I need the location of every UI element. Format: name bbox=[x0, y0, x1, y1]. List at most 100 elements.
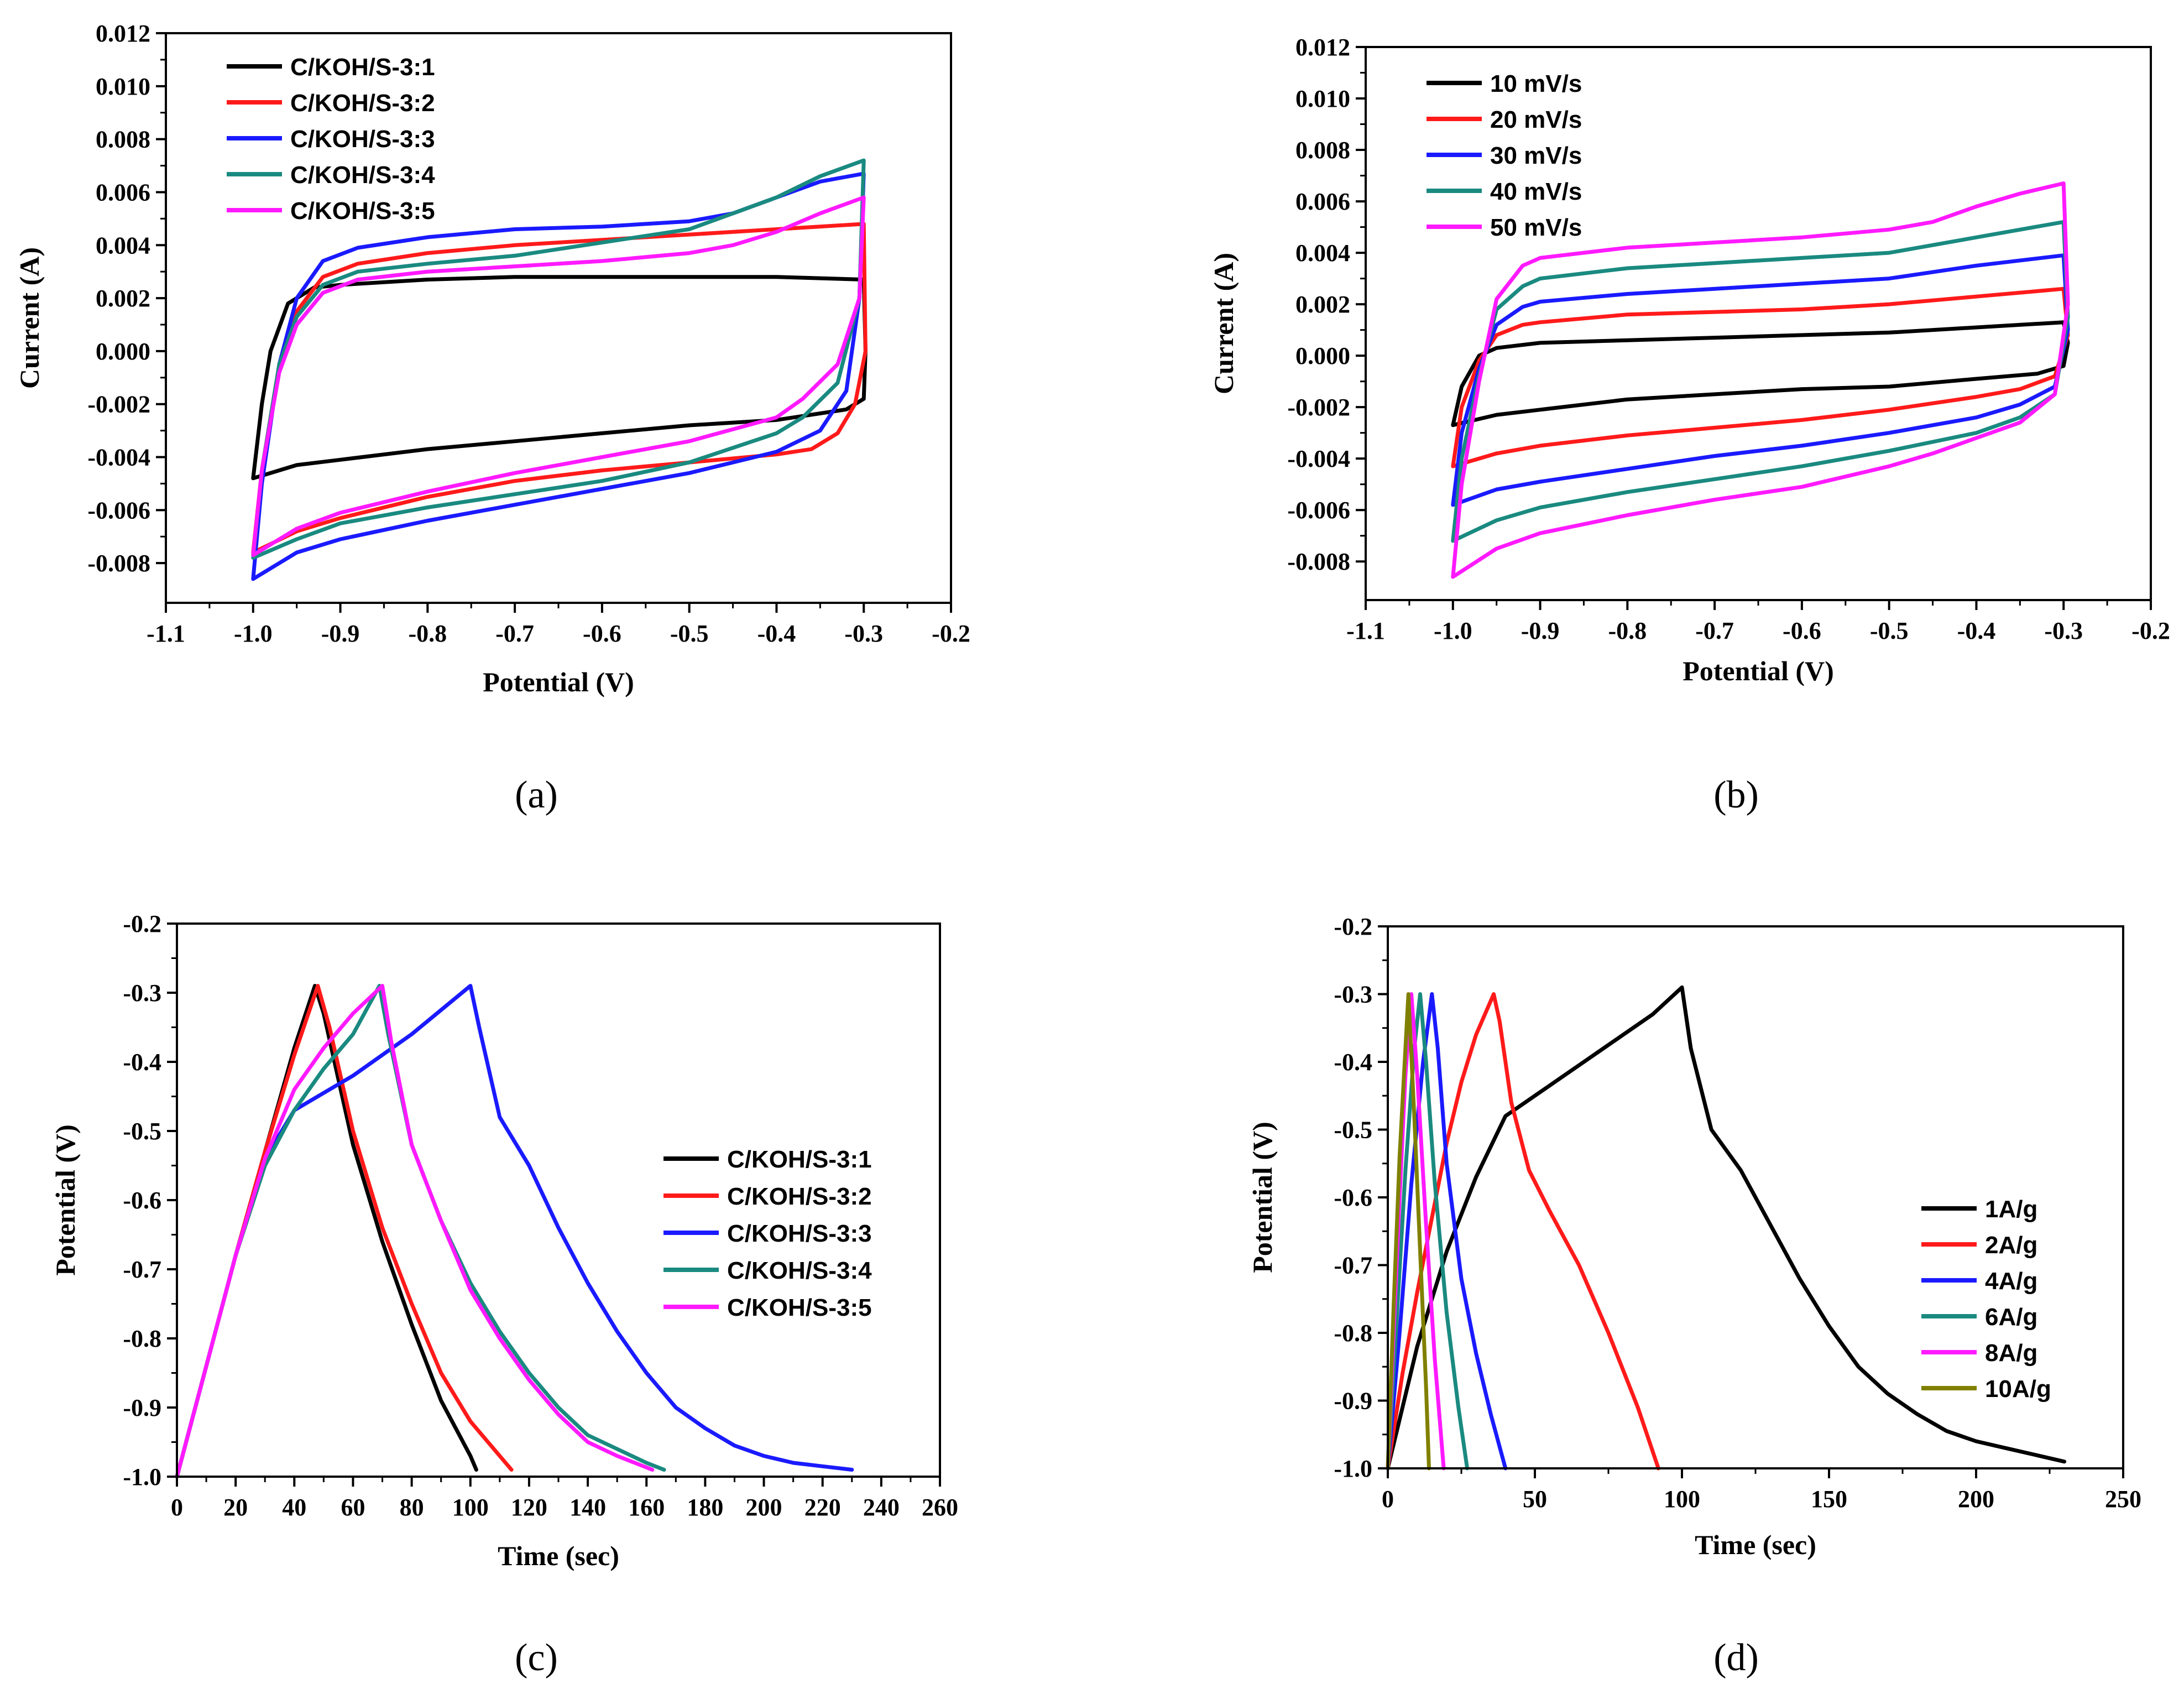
x-tick-label: 60 bbox=[341, 1494, 365, 1521]
panel-b: -1.1 -1.0 -0.9 -0.8 -0.7 -0.6 -0.5 -0.4 -0.3 -0.2… bbox=[1208, 34, 2170, 816]
x-tick-label: -0.3 bbox=[2044, 617, 2083, 644]
y-tick-label: -0.004 bbox=[1287, 445, 1350, 472]
x-tick-label: -1.0 bbox=[234, 620, 273, 647]
y-axis-label: Potential (V) bbox=[1247, 1122, 1278, 1273]
legend-label: 10 mV/s bbox=[1490, 70, 1582, 97]
y-tick-label: -0.006 bbox=[1287, 497, 1350, 524]
y-tick-label: -0.008 bbox=[1287, 548, 1350, 575]
legend-label: 40 mV/s bbox=[1490, 178, 1582, 205]
x-tick-label: 160 bbox=[628, 1494, 665, 1521]
y-tick-label: 0.002 bbox=[96, 285, 150, 312]
x-tick-label: 120 bbox=[511, 1494, 547, 1521]
legend-label: C/KOH/S-3:3 bbox=[290, 126, 435, 153]
x-tick-label: 80 bbox=[400, 1494, 424, 1521]
y-tick-label: 0.002 bbox=[1295, 291, 1350, 318]
panel-caption: (c) bbox=[515, 1636, 558, 1679]
x-tick-label: 100 bbox=[452, 1494, 489, 1521]
y-tick-label: 0.004 bbox=[1295, 239, 1350, 267]
x-tick-label: -0.6 bbox=[1783, 617, 1821, 644]
series-line-6 bbox=[1386, 992, 1431, 1471]
y-tick-label: 0.008 bbox=[96, 126, 150, 153]
legend-label: 30 mV/s bbox=[1490, 142, 1582, 169]
legend-label: C/KOH/S-3:4 bbox=[290, 161, 435, 189]
y-tick-label: -0.004 bbox=[87, 444, 150, 471]
x-tick-label: -0.8 bbox=[1608, 617, 1647, 644]
series-line-5 bbox=[251, 195, 866, 557]
y-tick-label: 0.004 bbox=[96, 232, 150, 259]
x-tick-label: -0.6 bbox=[583, 620, 621, 647]
y-tick-label: 0.006 bbox=[96, 179, 150, 206]
x-tick-label: -0.5 bbox=[1870, 617, 1909, 644]
y-tick-label: -1.0 bbox=[123, 1463, 161, 1490]
y-tick-label: 0.000 bbox=[96, 338, 150, 365]
x-tick-label: -0.7 bbox=[495, 620, 534, 647]
y-tick-label: -0.3 bbox=[1334, 981, 1372, 1008]
x-tick-label: 250 bbox=[2105, 1485, 2141, 1513]
y-tick-label: -0.5 bbox=[1334, 1117, 1372, 1144]
x-tick-label: 40 bbox=[282, 1494, 306, 1521]
x-tick-label: -0.7 bbox=[1695, 617, 1734, 644]
legend-label: 10A/g bbox=[1985, 1375, 2051, 1403]
legend-label: 20 mV/s bbox=[1490, 106, 1582, 133]
legend-label: C/KOH/S-3:2 bbox=[290, 90, 435, 117]
legend-label: C/KOH/S-3:4 bbox=[727, 1257, 872, 1284]
x-tick-label: -1.1 bbox=[1346, 617, 1385, 644]
y-tick-label: -0.002 bbox=[87, 391, 150, 418]
y-tick-label: 0.008 bbox=[1295, 137, 1350, 164]
panel-a: -1.1 -1.0 -0.9 -0.8 -0.7 -0.6 -0.5 -0.4 -0.3 -0.2… bbox=[14, 20, 970, 816]
x-tick-label: -0.9 bbox=[321, 620, 360, 647]
y-axis-label: Current (A) bbox=[1208, 253, 1239, 394]
x-tick-label: -1.0 bbox=[1434, 617, 1472, 644]
y-tick-label: -0.4 bbox=[123, 1049, 161, 1076]
panel-c: 0 20 40 60 80 100 120 140 160 180 200 220 240 260 -1.0… bbox=[50, 910, 958, 1679]
legend-label: C/KOH/S-3:2 bbox=[727, 1183, 872, 1210]
y-tick-label: -0.2 bbox=[123, 910, 161, 937]
x-tick-label: 100 bbox=[1664, 1485, 1700, 1513]
panel-caption: (d) bbox=[1713, 1636, 1759, 1679]
x-axis-label: Potential (V) bbox=[1683, 655, 1834, 686]
x-axis-label: Time (sec) bbox=[498, 1540, 619, 1571]
x-tick-label: -0.2 bbox=[932, 620, 970, 647]
series-line-5 bbox=[1451, 181, 2070, 579]
series-line-1 bbox=[1451, 320, 2070, 428]
y-axis-label: Current (A) bbox=[14, 247, 45, 389]
x-tick-label: -0.4 bbox=[757, 620, 796, 647]
y-tick-label: -0.3 bbox=[123, 979, 161, 1007]
legend-label: 2A/g bbox=[1985, 1232, 2037, 1259]
y-tick-label: -0.9 bbox=[123, 1394, 161, 1421]
series-line-1 bbox=[175, 984, 478, 1479]
x-tick-label: -1.1 bbox=[147, 620, 185, 647]
x-axis-label: Time (sec) bbox=[1695, 1529, 1816, 1560]
x-tick-label: 20 bbox=[223, 1494, 248, 1521]
legend-label: C/KOH/S-3:1 bbox=[727, 1146, 872, 1173]
y-tick-label: -0.5 bbox=[123, 1118, 161, 1145]
series-line-3 bbox=[251, 171, 866, 581]
panel-caption: (b) bbox=[1713, 774, 1759, 816]
series-line-5 bbox=[175, 984, 655, 1479]
legend-label: 50 mV/s bbox=[1490, 214, 1582, 241]
series-line-2 bbox=[1386, 992, 1660, 1471]
y-tick-label: 0.000 bbox=[1295, 342, 1350, 369]
x-tick-label: -0.9 bbox=[1521, 617, 1560, 644]
x-tick-label: 200 bbox=[746, 1494, 782, 1521]
y-tick-label: -0.8 bbox=[123, 1325, 161, 1352]
series-line-2 bbox=[1451, 286, 2070, 468]
y-tick-label: -0.4 bbox=[1334, 1049, 1372, 1076]
x-tick-label: 0 bbox=[1382, 1485, 1394, 1513]
x-axis-label: Potential (V) bbox=[483, 666, 634, 697]
legend-label: 1A/g bbox=[1985, 1196, 2037, 1223]
x-tick-label: -0.4 bbox=[1957, 617, 1996, 644]
series-line-4 bbox=[251, 158, 866, 560]
y-tick-label: -0.6 bbox=[1334, 1184, 1372, 1211]
y-axis-label: Potential (V) bbox=[50, 1124, 81, 1276]
series-line-1 bbox=[251, 275, 868, 481]
y-tick-label: 0.012 bbox=[96, 20, 150, 47]
series-line-4 bbox=[175, 984, 666, 1479]
y-tick-label: 0.006 bbox=[1295, 188, 1350, 215]
legend-label: C/KOH/S-3:5 bbox=[290, 197, 435, 225]
legend-label: C/KOH/S-3:5 bbox=[727, 1294, 872, 1321]
series-line-1 bbox=[1386, 985, 2067, 1471]
x-tick-label: 0 bbox=[171, 1494, 183, 1521]
legend-label: C/KOH/S-3:3 bbox=[727, 1220, 872, 1247]
